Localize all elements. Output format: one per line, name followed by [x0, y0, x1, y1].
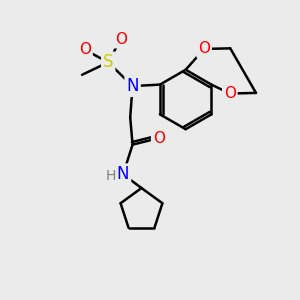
Text: S: S [103, 53, 113, 71]
Text: O: O [115, 32, 127, 46]
Text: O: O [224, 86, 236, 101]
Text: O: O [79, 42, 91, 57]
Text: N: N [126, 77, 139, 95]
Text: N: N [117, 165, 129, 183]
Text: O: O [153, 130, 165, 146]
Text: H: H [105, 169, 116, 183]
Text: O: O [198, 41, 210, 56]
